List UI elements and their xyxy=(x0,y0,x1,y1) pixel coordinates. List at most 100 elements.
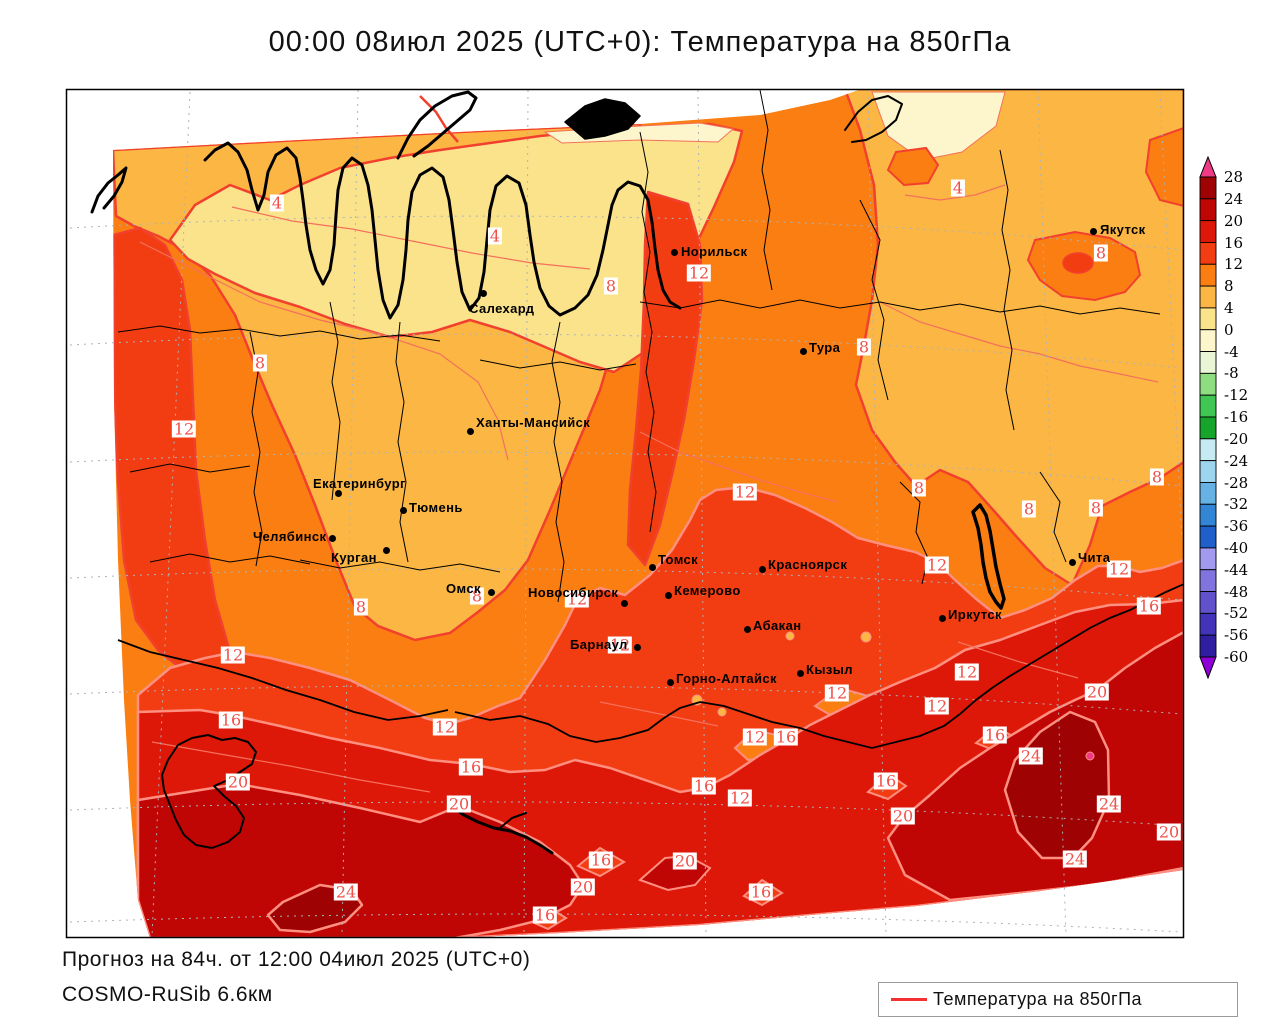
state-border xyxy=(454,583,1183,749)
colorbar-cell xyxy=(1199,329,1217,352)
colorbar-tick-label: -36 xyxy=(1224,517,1249,536)
city-marker xyxy=(467,428,474,435)
map-canvas: 4 4 4 8 8 8 8 8 8 8 8 8 8 12 12 12 12 12 12 12 12 12 12 12 12 12 1… xyxy=(65,88,1185,940)
colorbar-cell xyxy=(1199,263,1217,287)
contour-label: 20 xyxy=(1156,822,1182,842)
contour-fragment xyxy=(419,95,459,143)
city-label: Кызыл xyxy=(806,662,853,677)
contour-label: 12 xyxy=(954,662,980,682)
contour-label: 20 xyxy=(446,794,472,814)
map-title: 00:00 08июл 2025 (UTC+0): Температура на… xyxy=(268,26,1012,58)
coastlines xyxy=(90,90,1006,855)
contour-label: 8 xyxy=(1093,243,1109,263)
city-marker xyxy=(800,348,807,355)
city-marker xyxy=(621,600,628,607)
colorbar-cell xyxy=(1199,634,1217,658)
contour-label: 4 xyxy=(950,178,966,198)
colorbar-tick-label: -48 xyxy=(1224,582,1249,601)
city-marker xyxy=(649,564,656,571)
contour-label: 12 xyxy=(727,788,753,808)
contour-label: 24 xyxy=(1018,746,1044,766)
city-label: Кемерово xyxy=(674,583,741,598)
colorbar-cell xyxy=(1199,372,1217,396)
contour-label: 16 xyxy=(748,882,774,902)
city-marker xyxy=(1069,559,1076,566)
contour-label: 12 xyxy=(220,645,246,665)
colorbar-tick-label: -28 xyxy=(1224,473,1249,492)
colorbar-cells xyxy=(1199,176,1217,658)
contour-label: 12 xyxy=(1106,559,1132,579)
colorbar-svg xyxy=(1199,155,1217,680)
city-label: Челябинск xyxy=(253,529,327,544)
colorbar-tick-label: -20 xyxy=(1224,429,1249,448)
colorbar-tick-label: 8 xyxy=(1224,277,1234,296)
colorbar-cell xyxy=(1199,241,1217,265)
city-label: Новосибирск xyxy=(528,585,619,600)
city-label: Горно-Алтайск xyxy=(676,671,777,686)
city-marker xyxy=(488,589,495,596)
temperature-colorbar: 28 24 20 16 12 8 4 0 -4 -8 -12 -16 -20 -24 -28 -32 -36 -4… xyxy=(1198,155,1280,695)
city-marker xyxy=(634,644,641,651)
contour-label: 16 xyxy=(218,710,244,730)
contour-label: 24 xyxy=(1096,794,1122,814)
contour-label: 24 xyxy=(1062,849,1088,869)
contour-label: 12 xyxy=(564,589,590,609)
city-marker xyxy=(671,249,678,256)
city-marker xyxy=(744,626,751,633)
city-marker xyxy=(665,592,672,599)
colorbar-cell xyxy=(1199,591,1217,614)
city-label: Омск xyxy=(446,581,481,596)
contour-label: 12 xyxy=(171,419,197,439)
colorbar-tick-label: -24 xyxy=(1224,451,1249,470)
city-label: Барнаул xyxy=(570,637,628,652)
contour-label: 24 xyxy=(333,882,359,902)
city-label: Тура xyxy=(809,340,841,355)
colorbar-tick-label: 28 xyxy=(1224,168,1244,186)
colorbar-tick-label: -4 xyxy=(1224,342,1239,361)
legend-line-sample xyxy=(891,998,927,1001)
river xyxy=(446,800,554,855)
colorbar-cell xyxy=(1199,503,1217,527)
band-4-8-east xyxy=(843,90,1183,587)
colorbar-tick-label: 4 xyxy=(1224,298,1234,317)
colorbar-tick-label: -44 xyxy=(1224,560,1249,579)
city-label: Иркутск xyxy=(948,607,1002,622)
contour-label: 12 xyxy=(686,263,712,283)
colorbar-tick-label: 12 xyxy=(1224,255,1244,274)
colorbar-cell xyxy=(1199,285,1217,309)
lake-baikal xyxy=(971,503,1006,610)
city-label: Томск xyxy=(658,552,699,567)
city-label: Салехард xyxy=(469,301,535,316)
contour-label: 16 xyxy=(532,905,558,925)
thin-contours xyxy=(139,184,1159,793)
city-label: Чита xyxy=(1078,550,1111,565)
city-label: Красноярск xyxy=(768,557,848,572)
city-marker xyxy=(329,535,336,542)
city-marker xyxy=(383,547,390,554)
colorbar-cell xyxy=(1199,482,1217,505)
city-marker xyxy=(335,490,342,497)
colorbar-over-arrow xyxy=(1199,155,1217,178)
band-12-16-west-tongue xyxy=(113,226,244,682)
contour-label: 8 xyxy=(1088,498,1104,518)
colorbar-cell xyxy=(1199,307,1217,331)
map-frame xyxy=(65,88,1185,939)
city-label: Норильск xyxy=(681,244,748,259)
hot-spot-over-28 xyxy=(1085,751,1095,761)
contour-label: 8 xyxy=(603,276,619,296)
colorbar-cell xyxy=(1199,351,1217,374)
forecast-caption: Прогноз на 84ч. от 12:00 04июл 2025 (UTC… xyxy=(62,948,531,971)
colorbar-under-arrow xyxy=(1199,656,1217,680)
city-label: Екатеринбург xyxy=(313,476,406,491)
city-marker xyxy=(759,566,766,573)
legend-box: Температура на 850гПа xyxy=(878,982,1238,1017)
contour-label: 16 xyxy=(982,725,1008,745)
city-label: Абакан xyxy=(753,618,802,633)
weather-map-svg xyxy=(65,88,1185,939)
city-marker xyxy=(1090,228,1097,235)
legend-label: Температура на 850гПа xyxy=(933,989,1143,1009)
band-20-24-southwest xyxy=(136,782,585,937)
colorbar-tick-label: 0 xyxy=(1224,320,1234,339)
contour-label: 12 xyxy=(924,555,950,575)
city-label: Ханты-Мансийск xyxy=(476,415,591,430)
